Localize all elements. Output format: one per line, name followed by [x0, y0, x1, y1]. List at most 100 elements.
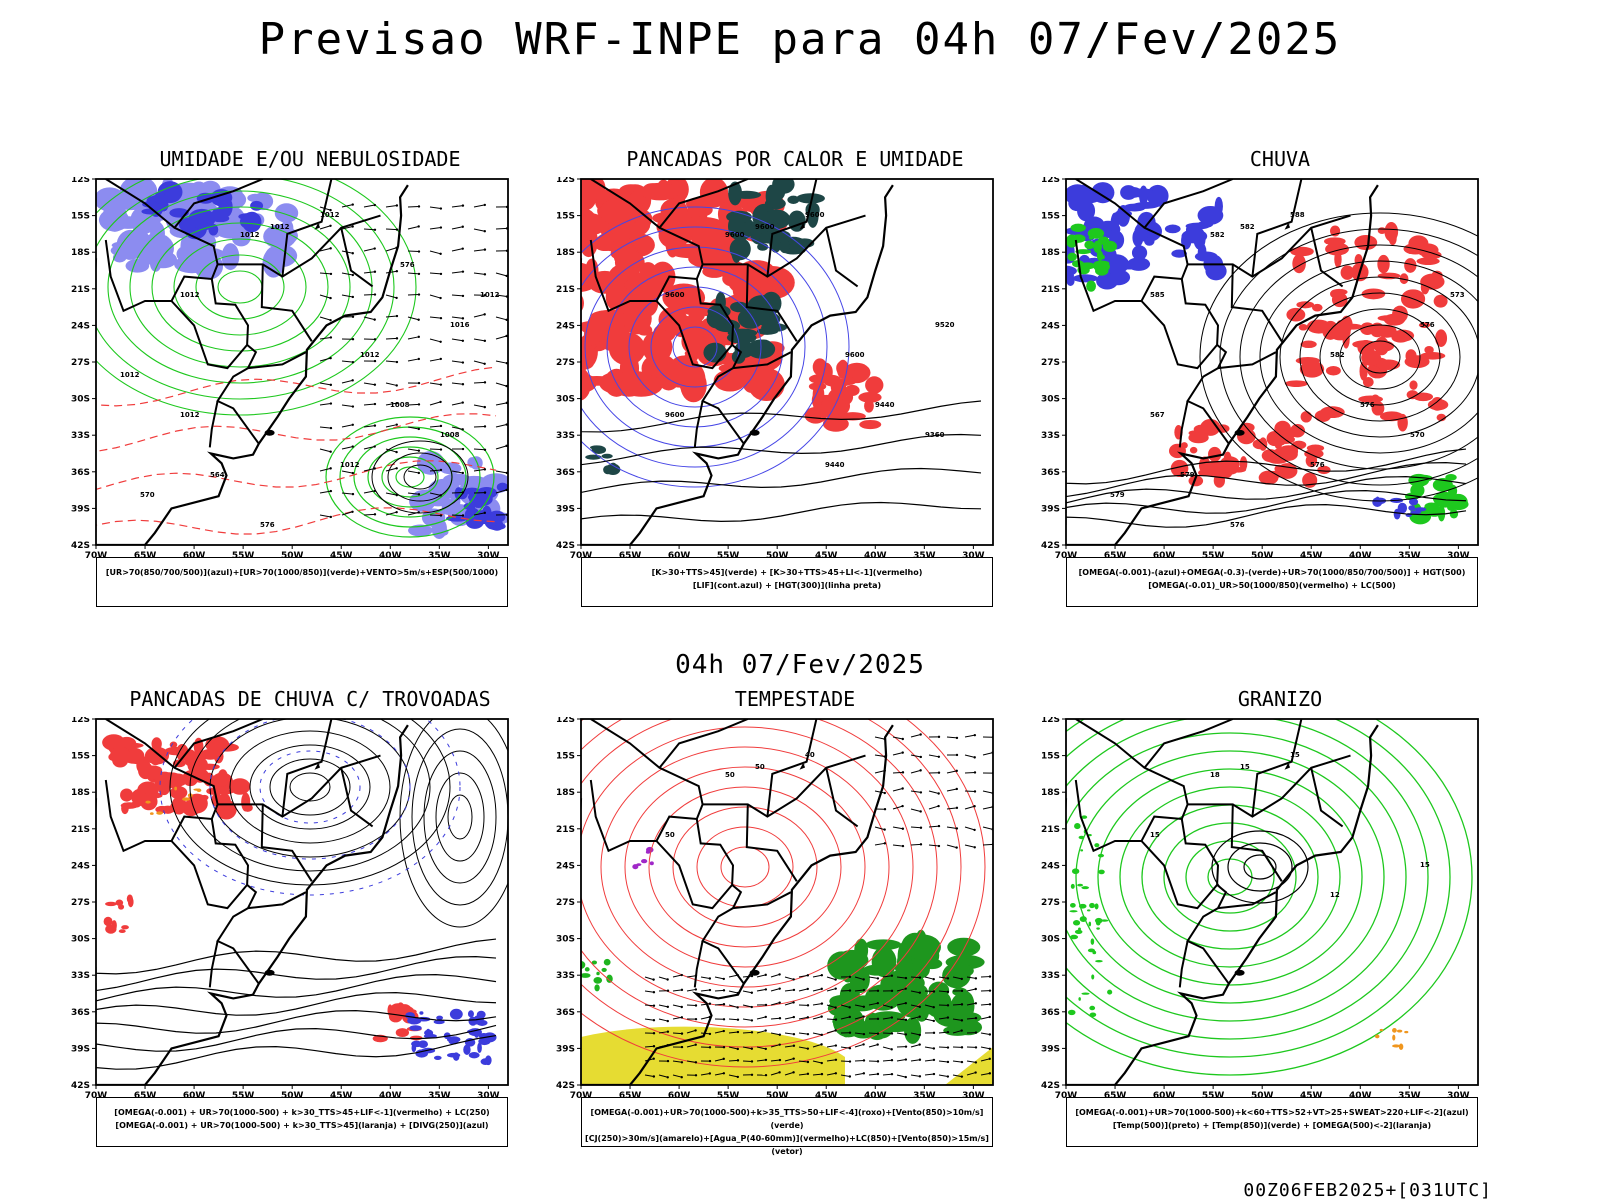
legend-line: [OMEGA(-0.001)+UR>70(1000-500)+k<60+TTS>… — [1067, 1106, 1477, 1119]
lat-tick-label: 21S — [71, 825, 90, 835]
contour-label: 40 — [805, 751, 815, 759]
lat-tick-label: 24S — [1041, 321, 1060, 331]
contour-label: 9520 — [935, 321, 955, 329]
panel-umidade: UMIDADE E/OU NEBULOSIDADE 1012 1012 1012 10… — [60, 147, 560, 627]
legend-line: [OMEGA(-0.001)+UR>70(1000-500)+k>35_TTS>… — [582, 1106, 992, 1132]
lat-tick-label: 42S — [1041, 1081, 1060, 1091]
lat-tick-label: 33S — [556, 431, 575, 441]
lat-tick-label: 21S — [1041, 825, 1060, 835]
lat-tick-label: 42S — [71, 541, 90, 551]
contour-label: 576 — [400, 261, 415, 269]
contour-label: 9360 — [925, 431, 945, 439]
contour-label: 1012 — [240, 231, 260, 239]
omega-500-orange-spots — [1375, 1028, 1408, 1050]
lat-tick-label: 12S — [1041, 177, 1060, 185]
weather-map: 5825825885855825765765765705675735765795… — [1030, 177, 1510, 567]
thunder-red-area — [102, 734, 253, 819]
lat-tick-label: 12S — [71, 717, 90, 725]
contour-label: 576 — [1420, 321, 1435, 329]
contour-label: 1016 — [450, 321, 470, 329]
contour-label: 9440 — [825, 461, 845, 469]
contour-label: 576 — [1310, 461, 1325, 469]
lat-tick-label: 27S — [1041, 898, 1060, 908]
contour-label: 570 — [140, 491, 155, 499]
lat-tick-label: 15S — [1041, 752, 1060, 762]
map-boundaries — [1032, 719, 1378, 1085]
panel-title: PANCADAS POR CALOR E UMIDADE — [545, 147, 1045, 171]
run-time-footer: 00Z06FEB2025+[031UTC] — [1243, 1180, 1492, 1201]
contour-label: 582 — [1240, 223, 1255, 231]
lat-tick-label: 39S — [1041, 504, 1060, 514]
hgt-500-contours — [1200, 213, 1510, 501]
panel-title: UMIDADE E/OU NEBULOSIDADE — [60, 147, 560, 171]
lat-tick-label: 18S — [1041, 248, 1060, 258]
weather-map: 5050405012S15S18S21S24S27S30S33S36S39S42… — [545, 717, 1025, 1107]
lat-tick-label: 30S — [71, 935, 90, 945]
legend-line: [OMEGA(-0.001)-(azul)+OMEGA(-0.3)-(verde… — [1067, 566, 1477, 579]
map-fields: 5825825885855825765765765705675735765795… — [1032, 179, 1510, 545]
contour-label: 570 — [1410, 431, 1425, 439]
lat-tick-label: 27S — [71, 898, 90, 908]
weather-map: 1012101210121012101210161008101210081012… — [60, 177, 540, 567]
lat-tick-label: 18S — [1041, 788, 1060, 798]
contour-label: 1012 — [480, 291, 500, 299]
contour-label: 1008 — [390, 401, 410, 409]
panel-legend: [UR>70(850/700/500)](azul)+[UR>70(1000/8… — [96, 557, 508, 607]
lat-tick-label: 39S — [556, 1044, 575, 1054]
contour-label: 1012 — [320, 211, 340, 219]
hgt-300-lines — [581, 401, 981, 523]
weather-map: 15181515121512S15S18S21S24S27S30S33S36S3… — [1030, 717, 1510, 1107]
contour-label: 9600 — [725, 231, 745, 239]
contour-label: 50 — [665, 831, 675, 839]
lat-tick-label: 15S — [1041, 212, 1060, 222]
k-tts-green-area — [726, 177, 825, 263]
panel-title: TEMPESTADE — [545, 687, 1045, 711]
lat-tick-label: 12S — [556, 717, 575, 725]
lat-tick-label: 42S — [71, 1081, 90, 1091]
contour-label: 15 — [1240, 763, 1250, 771]
contour-label: 579 — [1180, 471, 1195, 479]
lat-tick-label: 30S — [1041, 395, 1060, 405]
legend-line: [LIF](cont.azul) + [HGT(300)](linha pret… — [582, 579, 992, 592]
lat-tick-label: 21S — [71, 285, 90, 295]
contour-label: 1012 — [120, 371, 140, 379]
lat-tick-label: 24S — [1041, 861, 1060, 871]
lat-tick-label: 36S — [556, 468, 575, 478]
contour-label: 576 — [1360, 401, 1375, 409]
lat-tick-label: 36S — [71, 468, 90, 478]
lat-tick-label: 15S — [556, 212, 575, 222]
contour-label: 9600 — [845, 351, 865, 359]
jet-250-yellow-east — [945, 1047, 993, 1085]
contour-label: 1012 — [360, 351, 380, 359]
lat-tick-label: 30S — [556, 395, 575, 405]
lat-tick-label: 21S — [1041, 285, 1060, 295]
contour-label: 588 — [1290, 211, 1305, 219]
contour-label: 582 — [1210, 231, 1225, 239]
contour-label: 1012 — [340, 461, 360, 469]
wind-850-vectors-north — [875, 733, 994, 848]
lat-tick-label: 36S — [556, 1008, 575, 1018]
contour-label: 576 — [260, 521, 275, 529]
main-title: Previsao WRF-INPE para 04h 07/Fev/2025 — [0, 14, 1600, 65]
panel-legend: [K>30+TTS>45](verde) + [K>30+TTS>45+LI<-… — [581, 557, 993, 607]
contour-label: 1012 — [180, 411, 200, 419]
lat-tick-label: 12S — [556, 177, 575, 185]
lat-tick-label: 36S — [1041, 468, 1060, 478]
contour-label: 576 — [1230, 521, 1245, 529]
lat-tick-label: 24S — [71, 861, 90, 871]
legend-line: [UR>70(850/700/500)](azul)+[UR>70(1000/8… — [97, 566, 507, 579]
lat-tick-label: 24S — [556, 321, 575, 331]
lat-tick-label: 33S — [556, 971, 575, 981]
contour-label: 564 — [210, 471, 225, 479]
legend-line: [OMEGA(-0.001) + UR>70(1000-500) + k>30_… — [97, 1106, 507, 1119]
legend-line: [K>30+TTS>45](verde) + [K>30+TTS>45+LI<-… — [582, 566, 992, 579]
lat-tick-label: 24S — [556, 861, 575, 871]
map-fields: 1012101210121012101210161008101210081012… — [62, 177, 514, 545]
thunder-red-west — [104, 895, 134, 934]
panel-title: GRANIZO — [1030, 687, 1530, 711]
